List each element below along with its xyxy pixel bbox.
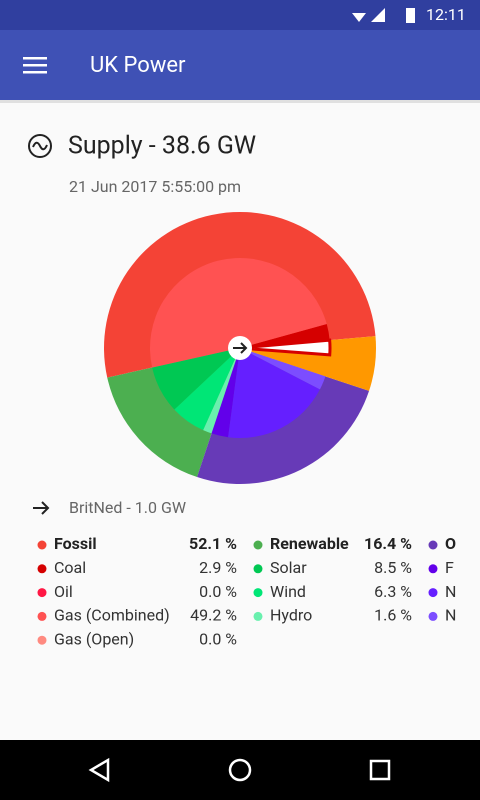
legend-group-label: Renewable [270, 534, 349, 553]
legend-item-value: 2.9 % [199, 558, 237, 577]
legend-dot [253, 540, 263, 550]
interconnector-label: BritNed - 1.0 GW [69, 498, 186, 517]
legend-item-label: Gas (Open) [54, 629, 134, 648]
legend-dot [428, 540, 438, 550]
legend-item-value: 8.5 % [374, 558, 412, 577]
home-button[interactable] [228, 758, 252, 782]
legend-dot [428, 588, 438, 598]
legend-item-label: N [445, 582, 456, 601]
legend-item-label: Solar [270, 558, 307, 577]
legend-group-label: O [445, 534, 456, 553]
legend-item-label: Wind [270, 582, 306, 601]
legend-item-value: 49.2 % [190, 606, 237, 625]
app-bar-shadow [0, 100, 480, 103]
inner-slice [203, 348, 240, 434]
legend-group-value: 52.1 % [189, 534, 237, 553]
menu-button[interactable] [23, 57, 47, 74]
legend: Fossil 52.1 % Coal 2.9 % Oil 0.0 % Gas (Combin… [37, 534, 456, 648]
recents-button[interactable] [369, 759, 391, 781]
legend-dot [253, 611, 263, 621]
status-bar [0, 0, 480, 30]
legend-dot [253, 564, 263, 574]
center-arrow [228, 336, 252, 360]
legend-dot [253, 588, 263, 598]
battery-icon [406, 8, 415, 23]
legend-item-label: Coal [54, 558, 86, 577]
legend-dot [37, 564, 47, 574]
timestamp: 21 Jun 2017 5:55:00 pm [69, 177, 241, 196]
legend-dot [37, 540, 47, 550]
inner-slice [228, 348, 320, 439]
legend-item-label: Oil [54, 582, 73, 601]
legend-dot [428, 611, 438, 621]
legend-group-value: 16.4 % [364, 534, 412, 553]
inner-slice [240, 348, 326, 390]
nav-bar [0, 740, 480, 800]
app-title: UK Power [90, 53, 186, 78]
legend-dot [428, 564, 438, 574]
interconnector-icon [33, 501, 50, 515]
legend-dot [37, 611, 47, 621]
legend-item-label: Gas (Combined) [54, 606, 170, 625]
inner-slice [174, 348, 240, 431]
inner-slice [149, 257, 327, 368]
supply-icon [28, 134, 52, 158]
legend-item-value: 6.3 % [374, 582, 412, 601]
inner-slice [152, 348, 240, 410]
wifi-icon [352, 13, 366, 22]
legend-item-value: 0.0 % [199, 629, 237, 648]
legend-item-value: 1.6 % [374, 606, 412, 625]
inner-slice [211, 348, 240, 438]
app-bar [0, 30, 480, 100]
signal-icon [371, 8, 385, 22]
supply-title: Supply - 38.6 GW [68, 132, 256, 161]
legend-dot [37, 635, 47, 645]
legend-item-label: Hydro [270, 606, 312, 625]
legend-dot [37, 588, 47, 598]
legend-item-value: 0.0 % [199, 582, 237, 601]
pie-chart [104, 212, 376, 485]
back-button[interactable] [88, 757, 110, 783]
legend-item-label: F [445, 558, 454, 577]
legend-item-label: N [445, 606, 456, 625]
legend-group-label: Fossil [54, 534, 97, 553]
clock: 12:11 [426, 5, 466, 24]
interconnector-slice [239, 338, 332, 357]
